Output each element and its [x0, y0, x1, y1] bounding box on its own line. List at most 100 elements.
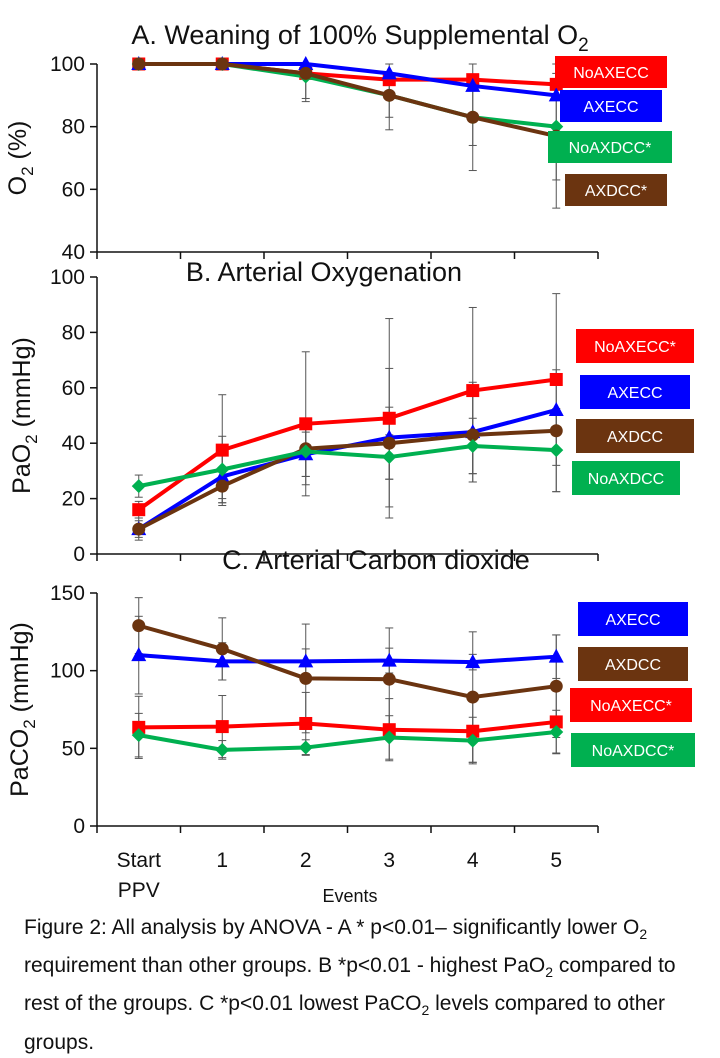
legend-box [570, 688, 692, 722]
data-point [382, 450, 397, 465]
legend-box [555, 56, 667, 88]
chart-panel-1: A. Weaning of 100% Supplemental O2406080… [4, 20, 672, 264]
series-line-axdcc [137, 428, 557, 531]
y-tick-label: 50 [62, 737, 85, 760]
data-point [299, 66, 313, 80]
y-axis-label-subscript: 2 [18, 166, 37, 175]
data-point [215, 57, 229, 71]
data-point [465, 733, 480, 748]
x-tick-label: Start [117, 849, 162, 872]
y-axis-label-unit: (mmHg) [8, 337, 36, 434]
data-point [465, 438, 480, 453]
data-point [132, 720, 146, 734]
series-line-axecc [138, 653, 557, 665]
legend-label: NoAXDCC* [569, 140, 652, 157]
data-point [465, 77, 481, 92]
data-point [549, 679, 563, 693]
data-point [549, 715, 563, 729]
data-point [381, 652, 397, 667]
y-tick-label: 150 [50, 582, 85, 605]
data-point [381, 65, 397, 80]
data-point [299, 417, 313, 431]
legend-box [571, 733, 695, 767]
data-point [215, 720, 229, 734]
data-point [132, 619, 146, 633]
caption-text-3: compared to rest of the groups. C *p<0.0… [24, 954, 676, 1016]
data-point [382, 723, 396, 737]
data-point [298, 653, 314, 668]
legend-label: AXECC [607, 385, 662, 402]
legend-label: NoAXDCC [588, 471, 664, 488]
legend-label: NoAXECC [573, 65, 649, 82]
data-point [466, 384, 480, 398]
legend-box [576, 329, 694, 363]
data-point [215, 479, 229, 493]
y-tick-label: 80 [62, 116, 85, 139]
series-line-noaxdcc [138, 62, 557, 129]
legend-box [578, 602, 688, 636]
y-axis-label-main: PaCO [6, 729, 34, 797]
x-axis-label: Events [322, 886, 377, 906]
caption-text-1: Figure 2: All analysis by ANOVA - A * p<… [24, 916, 640, 939]
legend-label: NoAXDCC* [592, 743, 675, 760]
series-line-axdcc [138, 623, 557, 700]
series-line-noaxdcc [138, 730, 557, 752]
y-tick-label: 60 [62, 377, 85, 400]
panel-title-subscript: 2 [578, 35, 589, 56]
panel-title-text: A. Weaning of 100% Supplemental O [131, 20, 578, 50]
data-point [549, 424, 563, 438]
legend-label: AXDCC [607, 429, 663, 446]
y-axis-label: PaCO2 (mmHg) [6, 622, 39, 797]
y-axis-label: PaO2 (mmHg) [8, 337, 41, 494]
x-tick-label: 1 [216, 849, 228, 872]
data-point [298, 56, 314, 70]
y-tick-label: 40 [62, 432, 85, 455]
legend-box [578, 647, 688, 681]
y-axis-label-main: PaO [8, 444, 36, 494]
data-point [549, 725, 564, 740]
data-point [299, 671, 313, 685]
legend-box [576, 419, 694, 453]
chart-panel-2: B. Arterial Oxygenation 0 20 40 60 80 100 PaO2 … [8, 257, 694, 566]
caption-text-2: requirement than other groups. B *p<0.01… [24, 954, 546, 978]
data-point [299, 716, 313, 730]
panel-title: A. Weaning of 100% Supplemental O2 [131, 20, 588, 56]
x-tick-label: 3 [383, 849, 395, 872]
x-tick-label: 2 [300, 849, 312, 872]
data-point [298, 444, 313, 459]
x-tick-label: 5 [550, 849, 562, 872]
data-point [382, 88, 396, 102]
data-point [132, 522, 146, 536]
caption-text-4: levels compared to other groups. [24, 992, 666, 1054]
legend-label: NoAXECC* [594, 339, 676, 356]
caption-subscript-1: 2 [639, 926, 648, 943]
y-tick-label: 100 [50, 53, 85, 76]
chart-panel-3: C. Arterial Carbon dioxide050100150PaCO2… [6, 545, 695, 906]
y-tick-label: 0 [73, 543, 85, 566]
data-point [466, 428, 480, 442]
series-line-axecc [137, 408, 557, 531]
y-tick-label: 100 [50, 660, 85, 683]
y-tick-label: 40 [62, 241, 85, 264]
data-point [549, 372, 563, 386]
series-line-noaxecc [138, 719, 557, 734]
y-axis-label-subscript: 2 [20, 719, 39, 728]
data-point [382, 411, 396, 425]
data-point [466, 110, 480, 124]
caption-subscript-2: 2 [545, 964, 554, 981]
legend-label: AXECC [605, 612, 660, 629]
y-tick-label: 20 [62, 488, 85, 511]
panel-title-text: B. Arterial Oxygenation [186, 257, 462, 287]
data-point [214, 653, 230, 668]
data-point [466, 724, 480, 738]
data-point [215, 462, 230, 477]
data-point [131, 647, 147, 662]
data-point [132, 503, 146, 517]
data-point [382, 436, 396, 450]
legend-label: AXDCC* [585, 183, 647, 200]
data-point [298, 740, 313, 755]
legend-box [572, 461, 680, 495]
series-line-noaxdcc [138, 443, 557, 489]
data-point [215, 443, 229, 457]
